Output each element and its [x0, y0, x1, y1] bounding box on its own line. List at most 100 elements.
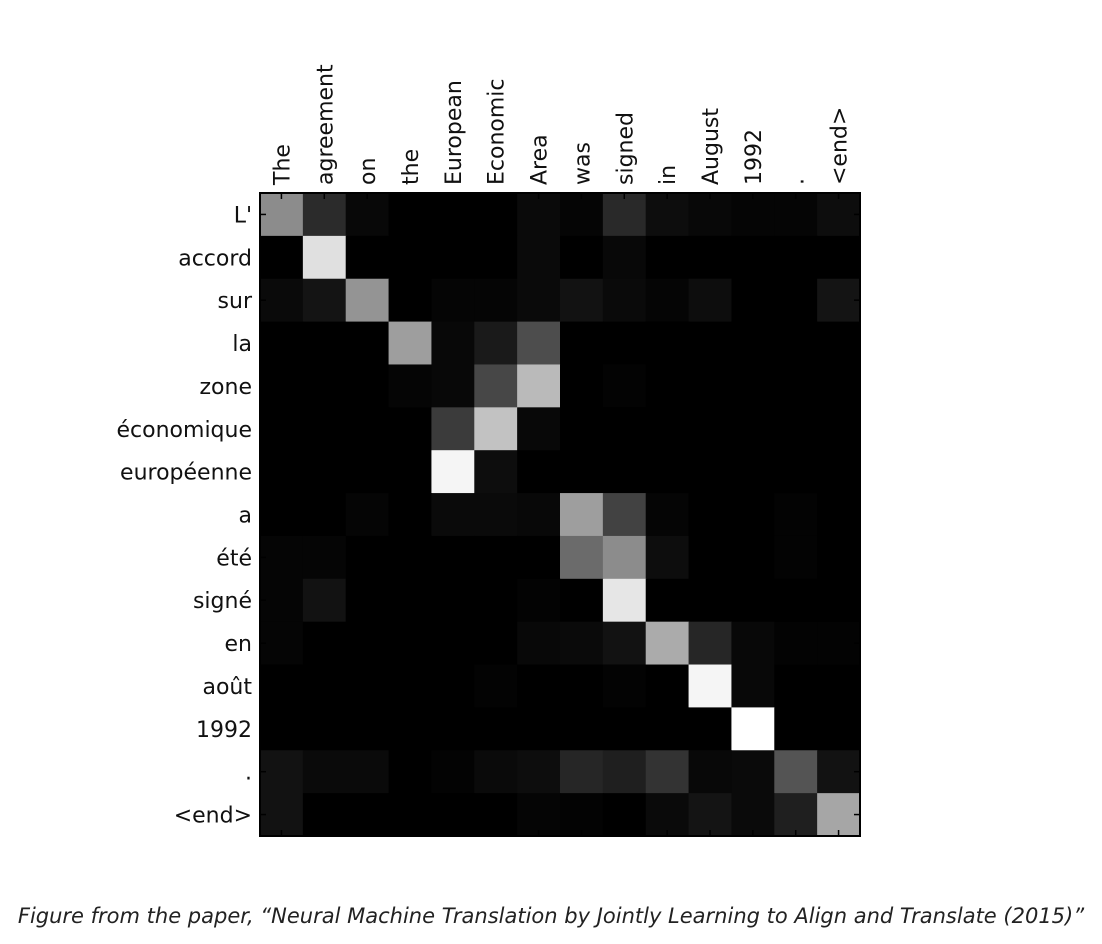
heatmap-cell-r9-c11 [731, 578, 775, 623]
heatmap-cell-r3-c11 [731, 321, 775, 366]
heatmap-cell-r4-c13 [817, 364, 861, 408]
y-tick-label: L' [234, 203, 252, 228]
heatmap-cell-r9-c2 [345, 578, 390, 623]
heatmap-cell-r12-c9 [645, 707, 690, 751]
heatmap-cell-r6-c1 [302, 450, 347, 494]
x-tick-label: Area [528, 134, 553, 185]
x-tick-label: European [442, 80, 467, 185]
heatmap-cell-r2-c10 [688, 278, 733, 323]
heatmap-cell-r0-c9 [645, 193, 690, 237]
heatmap-cell-r8-c8 [602, 535, 647, 580]
heatmap-cell-r1-c3 [388, 235, 433, 280]
heatmap-cell-r0-c7 [560, 193, 604, 237]
heatmap-cell-r12-c12 [774, 707, 818, 751]
heatmap-cell-r7-c9 [645, 493, 690, 537]
x-axis-labels: The agreement on the European Economic Area was… [270, 64, 852, 186]
heatmap-cell-r4-c12 [774, 364, 818, 408]
heatmap-cell-r1-c8 [602, 235, 647, 280]
heatmap-cell-r6-c2 [345, 450, 390, 494]
heatmap-cell-r11-c11 [731, 664, 775, 708]
heatmap-cell-r3-c5 [474, 321, 518, 366]
heatmap-cell-r5-c4 [431, 407, 475, 451]
heatmap-cell-r2-c6 [517, 278, 561, 323]
heatmap-cell-r10-c1 [302, 621, 347, 666]
x-tick-label: agreement [313, 64, 338, 185]
y-tick-label: août [202, 675, 252, 700]
y-tick-label: a [239, 504, 252, 529]
heatmap-cell-r10-c13 [817, 621, 861, 666]
heatmap-cell-r1-c4 [431, 235, 475, 280]
heatmap-cell-r12-c3 [388, 707, 433, 751]
heatmap-cell-r12-c6 [517, 707, 561, 751]
heatmap-cell-r4-c8 [602, 364, 647, 408]
heatmap-cell-r13-c10 [688, 750, 733, 794]
x-tick-label: The [270, 144, 295, 186]
heatmap-cell-r11-c3 [388, 664, 433, 708]
x-tick-label: was [570, 142, 595, 185]
heatmap-cell-r0-c6 [517, 193, 561, 237]
heatmap-cell-r3-c7 [560, 321, 604, 366]
heatmap-cell-r10-c12 [774, 621, 818, 666]
x-tick-label: signed [613, 112, 638, 185]
heatmap-cell-r4-c10 [688, 364, 733, 408]
heatmap-cell-r5-c5 [474, 407, 518, 451]
heatmap-cell-r8-c10 [688, 535, 733, 580]
heatmap-cell-r14-c10 [688, 793, 733, 837]
heatmap-cell-r14-c9 [645, 793, 690, 837]
heatmap-cell-r0-c3 [388, 193, 433, 237]
heatmap-cell-r13-c13 [817, 750, 861, 794]
heatmap-cell-r13-c9 [645, 750, 690, 794]
heatmap-cell-r4-c4 [431, 364, 475, 408]
heatmap-cell-r0-c8 [602, 193, 647, 237]
heatmap-cell-r14-c6 [517, 793, 561, 837]
heatmap-cell-r8-c5 [474, 535, 518, 580]
heatmap-cell-r14-c5 [474, 793, 518, 837]
heatmap-cell-r4-c6 [517, 364, 561, 408]
heatmap-cell-r5-c12 [774, 407, 818, 451]
heatmap-cell-r7-c7 [560, 493, 604, 537]
heatmap-cell-r9-c6 [517, 578, 561, 623]
heatmap-cell-r12-c13 [817, 707, 861, 751]
heatmap-cell-r7-c10 [688, 493, 733, 537]
heatmap-cell-r2-c9 [645, 278, 690, 323]
heatmap-cell-r6-c8 [602, 450, 647, 494]
heatmap-cell-r3-c4 [431, 321, 475, 366]
heatmap-cell-r2-c1 [302, 278, 347, 323]
heatmap-cell-r14-c1 [302, 793, 347, 837]
heatmap-cell-r9-c1 [302, 578, 347, 623]
heatmap-cell-r4-c7 [560, 364, 604, 408]
heatmap-cell-r2-c0 [260, 278, 304, 323]
heatmap-cell-r13-c5 [474, 750, 518, 794]
heatmap-cell-r7-c0 [260, 493, 304, 537]
heatmap-cell-r8-c9 [645, 535, 690, 580]
heatmap-cell-r10-c4 [431, 621, 475, 666]
heatmap-cell-r11-c12 [774, 664, 818, 708]
y-tick-label: 1992 [196, 718, 252, 743]
heatmap-cell-r2-c3 [388, 278, 433, 323]
heatmap-cell-r8-c7 [560, 535, 604, 580]
heatmap-cell-r12-c11 [731, 707, 775, 751]
heatmap-cell-r2-c5 [474, 278, 518, 323]
y-tick-label: . [245, 761, 252, 786]
heatmap-cell-r12-c4 [431, 707, 475, 751]
figure-caption: Figure from the paper, “Neural Machine T… [17, 904, 1085, 928]
heatmap-cell-r1-c10 [688, 235, 733, 280]
heatmap-cell-r14-c13 [817, 793, 861, 837]
x-tick-label: Economic [485, 79, 510, 186]
heatmap-cell-r13-c4 [431, 750, 475, 794]
heatmap-cell-r11-c10 [688, 664, 733, 708]
heatmap-cell-r2-c13 [817, 278, 861, 323]
heatmap-cell-r9-c12 [774, 578, 818, 623]
y-tick-label: signé [193, 589, 252, 614]
heatmap-cell-r14-c0 [260, 793, 304, 837]
heatmap-cell-r9-c10 [688, 578, 733, 623]
heatmap-cell-r6-c0 [260, 450, 304, 494]
heatmap-cell-r8-c11 [731, 535, 775, 580]
heatmap-cell-r7-c4 [431, 493, 475, 537]
heatmap-cell-r14-c8 [602, 793, 647, 837]
heatmap-cell-r12-c2 [345, 707, 390, 751]
y-tick-label: accord [178, 246, 252, 271]
heatmap-cell-r2-c7 [560, 278, 604, 323]
heatmap-cell-r11-c13 [817, 664, 861, 708]
